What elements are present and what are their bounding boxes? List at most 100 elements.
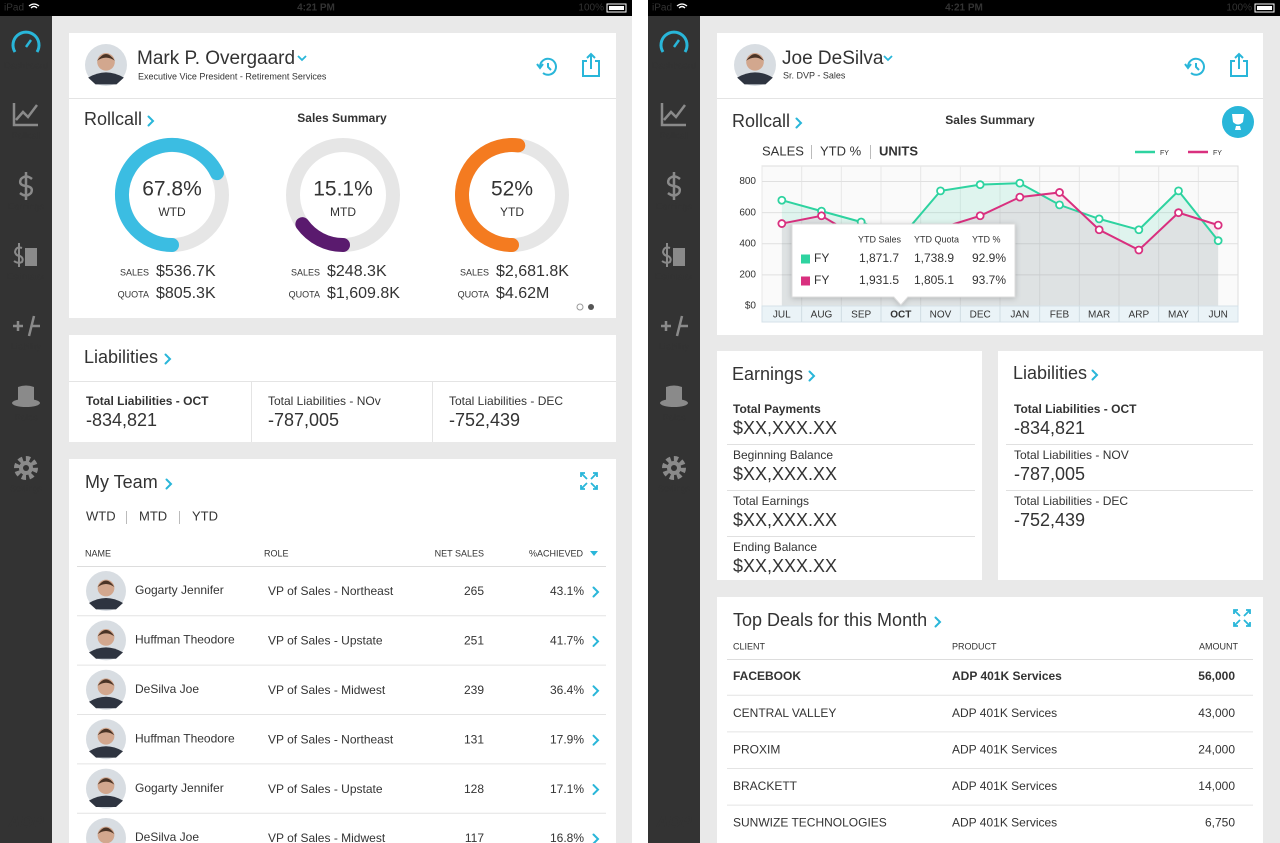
data-point[interactable] [1134, 225, 1144, 235]
nav-item[interactable]: Rollcall [659, 130, 688, 140]
tooltip-header: YTD Quota [914, 234, 959, 244]
status-time: 4:21 PM [297, 3, 335, 14]
deal-client[interactable]: FACEBOOK [733, 669, 801, 683]
page-dot[interactable] [576, 303, 584, 311]
profile-name[interactable]: Joe DeSilva [782, 48, 884, 69]
tab[interactable]: YTD % [820, 143, 862, 158]
data-point[interactable] [1174, 186, 1183, 196]
avatar-hair [97, 53, 115, 61]
nav-icon [671, 465, 677, 471]
x-tick-label[interactable]: AUG [811, 310, 833, 321]
nav-icon [660, 103, 686, 127]
nav-item[interactable]: Earnings [656, 201, 692, 211]
nav-icon [18, 172, 34, 200]
section-title[interactable]: Liabilities [84, 347, 158, 367]
deal-client[interactable]: BRACKETT [733, 779, 798, 793]
battery-level [1257, 6, 1272, 10]
liability-label: Total Liabilities - OCT [86, 394, 209, 408]
x-tick-label[interactable]: SEP [851, 310, 871, 321]
nav-item[interactable]: Dashboard [652, 60, 696, 70]
nav-item[interactable]: Roles [662, 412, 686, 422]
data-point[interactable] [777, 195, 787, 205]
x-tick-label[interactable]: JUN [1208, 310, 1227, 321]
data-point[interactable] [975, 211, 985, 221]
section-title[interactable]: Rollcall [732, 111, 790, 131]
x-tick-label[interactable]: ARP [1129, 310, 1150, 321]
tooltip-value: 1,871.7 [859, 251, 899, 265]
data-point[interactable] [936, 186, 945, 196]
deal-client[interactable]: SUNWIZE TECHNOLOGIES [733, 816, 887, 830]
data-point[interactable] [1094, 225, 1104, 235]
team-name[interactable]: Gogarty Jennifer [135, 583, 224, 597]
data-point[interactable] [1015, 192, 1025, 202]
x-tick-label[interactable]: JUL [773, 310, 791, 321]
earnings-label: Ending Balance [733, 540, 817, 554]
data-point[interactable] [1134, 245, 1144, 255]
data-point[interactable] [1055, 200, 1064, 210]
x-tick-label[interactable]: MAR [1088, 310, 1110, 321]
deal-client[interactable]: CENTRAL VALLEY [733, 706, 836, 720]
team-name[interactable]: DeSilva Joe [135, 682, 199, 696]
deal-client[interactable]: PROXIM [733, 742, 780, 756]
liability-label: Total Liabilities - OCT [1014, 402, 1137, 416]
tab[interactable]: MTD [139, 508, 167, 523]
tooltip-header: YTD % [972, 234, 1001, 244]
team-achieved: 41.7% [550, 634, 584, 648]
nav-item[interactable]: Roles [14, 412, 38, 422]
data-point[interactable] [1213, 220, 1223, 230]
wifi-icon [28, 3, 40, 9]
nav-item[interactable]: Liability [659, 341, 690, 351]
data-point[interactable] [975, 180, 985, 190]
x-tick-label[interactable]: DEC [970, 310, 991, 321]
profile-name[interactable]: Mark P. Overgaard [137, 48, 295, 69]
data-point[interactable] [817, 211, 826, 221]
tab[interactable]: SALES [762, 143, 804, 158]
nav-item[interactable]: Earnings [8, 201, 44, 211]
team-name[interactable]: Huffman Theodore [135, 731, 235, 745]
team-achieved: 17.1% [550, 782, 584, 796]
data-point[interactable] [1174, 208, 1183, 218]
tab[interactable]: WTD [86, 508, 116, 523]
section-title[interactable]: My Team [85, 472, 158, 492]
x-tick-label[interactable]: MAY [1168, 310, 1189, 321]
gauge-period: MTD [330, 205, 356, 219]
nav-item[interactable]: Dashboard [4, 60, 48, 70]
chevron [592, 685, 600, 697]
nav-item[interactable]: Rollcall [11, 130, 40, 140]
data-point[interactable] [1094, 214, 1104, 224]
team-name[interactable]: DeSilva Joe [135, 830, 199, 843]
data-point[interactable] [1213, 236, 1223, 246]
chevron [934, 616, 942, 628]
team-role: VP of Sales - Upstate [268, 634, 383, 648]
nav-item[interactable]: Estimator [7, 271, 45, 281]
section-title[interactable]: Rollcall [84, 109, 142, 129]
nav-icon [13, 243, 24, 267]
team-role: VP of Sales - Midwest [268, 831, 386, 843]
team-name[interactable]: Gogarty Jennifer [135, 781, 224, 795]
tab[interactable]: UNITS [879, 143, 918, 158]
tooltip-series: FY [814, 273, 829, 287]
avatar-hair [97, 827, 115, 834]
team-name[interactable]: Huffman Theodore [135, 633, 235, 647]
section-subtitle: Sales Summary [297, 111, 387, 125]
nav-item[interactable]: Settings [658, 483, 691, 493]
tab[interactable]: YTD [192, 508, 218, 523]
page-dot[interactable] [588, 304, 594, 310]
section-title[interactable]: Liabilities [1013, 363, 1087, 383]
sidebar [0, 16, 52, 843]
x-tick-label[interactable]: JAN [1010, 310, 1029, 321]
nav-item[interactable]: Liability [11, 341, 42, 351]
y-tick-label: 800 [739, 176, 756, 187]
nav-item[interactable]: Settings [10, 483, 43, 493]
x-tick-label[interactable]: OCT [890, 310, 911, 321]
section-title[interactable]: Top Deals for this Month [733, 610, 927, 630]
tooltip-swatch [801, 276, 810, 286]
data-point[interactable] [1015, 178, 1025, 188]
liability-value: -787,005 [1014, 464, 1085, 484]
x-tick-label[interactable]: FEB [1050, 310, 1070, 321]
section-title[interactable]: Earnings [732, 364, 803, 384]
nav-item[interactable]: Estimator [655, 271, 693, 281]
x-tick-label[interactable]: NOV [930, 310, 952, 321]
data-point[interactable] [1055, 188, 1064, 197]
data-point[interactable] [777, 219, 787, 228]
